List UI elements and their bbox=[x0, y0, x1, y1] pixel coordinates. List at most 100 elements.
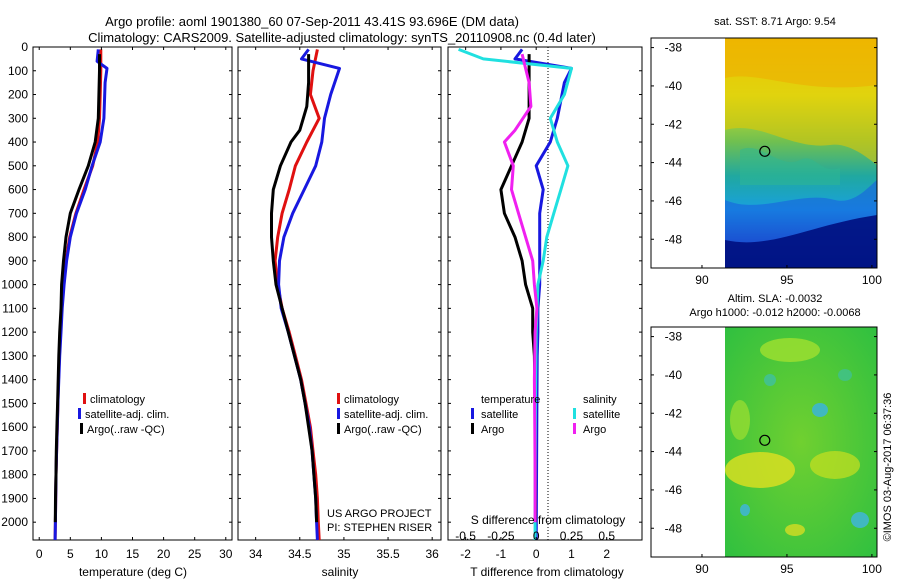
legend-t-satellite: satellite bbox=[481, 409, 518, 421]
salinity-x-label: salinity bbox=[322, 565, 359, 579]
depth-tick-label: 600 bbox=[8, 183, 28, 197]
x-tick-label: 2 bbox=[603, 547, 610, 561]
depth-tick-label: 800 bbox=[8, 230, 28, 244]
depth-tick-label: 300 bbox=[8, 111, 28, 125]
x-tick-label: 36 bbox=[425, 547, 439, 561]
depth-tick-labels: 0 100 200 300 400 500 600 700 800 900 1000 1100 1200… bbox=[1, 40, 642, 529]
copyright-stamp: ©IMOS 03-Aug-2017 06:37:36 bbox=[882, 393, 894, 542]
depth-tick-label: 1100 bbox=[2, 301, 28, 315]
legend-swatch-s-satellite bbox=[573, 408, 576, 419]
legend-swatch-satellite bbox=[78, 408, 81, 419]
lat-tick-label: -44 bbox=[665, 156, 683, 170]
series-line-salinity-argo bbox=[502, 53, 539, 523]
legend-swatch-climatology bbox=[83, 393, 86, 404]
lat-tick-label: -48 bbox=[665, 232, 683, 246]
legend-climatology: climatology bbox=[90, 394, 146, 406]
depth-tick-label: 1700 bbox=[1, 444, 28, 458]
depth-tick-label: 400 bbox=[8, 135, 28, 149]
legend-swatch-t-satellite bbox=[471, 408, 474, 419]
lat-tick-label: -44 bbox=[665, 445, 683, 459]
depth-tick-label: 1500 bbox=[1, 396, 28, 410]
lon-tick-label: 100 bbox=[862, 562, 882, 576]
legend-climatology: climatology bbox=[344, 394, 400, 406]
lat-tick-label: -46 bbox=[665, 483, 683, 497]
sla-map-title: Altim. SLA: -0.0032 bbox=[728, 293, 823, 305]
sla-map-lat-labels: -38 -40 -42 -44 -46 -48 bbox=[651, 330, 877, 535]
x-tick-label: 10 bbox=[95, 547, 109, 561]
s-difference-tick-label: 0 bbox=[533, 529, 540, 543]
legend-s-argo: Argo bbox=[583, 424, 606, 436]
x-tick-label: 0 bbox=[36, 547, 43, 561]
s-difference-x-tick-labels: -0.5 -0.25 0 0.25 0.5 bbox=[455, 529, 615, 543]
legend-t-argo: Argo bbox=[481, 424, 504, 436]
legend-salinity-heading: salinity bbox=[583, 394, 617, 406]
depth-tick-label: 100 bbox=[8, 64, 28, 78]
lat-tick-label: -40 bbox=[665, 79, 683, 93]
depth-tick-label: 200 bbox=[8, 88, 28, 102]
lat-tick-label: -38 bbox=[665, 330, 683, 344]
x-tick-label: 0 bbox=[533, 547, 540, 561]
lon-tick-label: 95 bbox=[780, 273, 794, 287]
difference-plot-frame bbox=[447, 46, 643, 541]
title-line-1: Argo profile: aoml 1901380_60 07-Sep-201… bbox=[105, 14, 519, 29]
depth-tick-label: 900 bbox=[8, 254, 28, 268]
sst-map-frame bbox=[650, 37, 878, 269]
sst-map-lon-labels: 90 95 100 bbox=[695, 265, 882, 287]
temperature-profiles bbox=[53, 49, 109, 541]
x-tick-label: 1 bbox=[568, 547, 575, 561]
legend-swatch-argo bbox=[80, 423, 83, 434]
lat-tick-label: -42 bbox=[665, 406, 683, 420]
salinity-legend: climatology satellite-adj. clim. Argo(..… bbox=[337, 393, 428, 436]
sst-map-image bbox=[725, 38, 877, 268]
x-tick-label: 34 bbox=[249, 547, 263, 561]
lon-tick-label: 90 bbox=[695, 273, 709, 287]
lat-tick-label: -42 bbox=[665, 117, 683, 131]
lat-tick-label: -40 bbox=[665, 368, 683, 382]
legend-swatch-satellite bbox=[337, 408, 340, 419]
temperature-x-tick-labels: 0 5 10 15 20 25 30 bbox=[36, 47, 233, 561]
sla-map-image bbox=[725, 327, 877, 557]
legend-argo: Argo(..raw -QC) bbox=[87, 424, 165, 436]
t-difference-x-label: T difference from climatology bbox=[470, 565, 624, 579]
project-pi: PI: STEPHEN RISER bbox=[327, 522, 432, 534]
salinity-profiles bbox=[270, 48, 341, 541]
x-tick-label: 30 bbox=[219, 547, 233, 561]
sst-map-title: sat. SST: 8.71 Argo: 9.54 bbox=[714, 16, 836, 28]
depth-tick-label: 1600 bbox=[1, 420, 28, 434]
x-tick-label: 34.5 bbox=[288, 547, 312, 561]
legend-swatch-climatology bbox=[337, 393, 340, 404]
t-difference-x-tick-labels: -2 -1 0 1 2 bbox=[460, 47, 610, 561]
legend-satellite: satellite-adj. clim. bbox=[85, 409, 169, 421]
lat-tick-label: -38 bbox=[665, 41, 683, 55]
lon-tick-label: 95 bbox=[780, 562, 794, 576]
series-line-temperature-satellite bbox=[513, 48, 573, 541]
depth-tick-label: 1800 bbox=[1, 468, 28, 482]
salinity-x-tick-labels: 34 34.5 35 35.5 36 bbox=[249, 47, 439, 561]
sla-map-subtitle: Argo h1000: -0.012 h2000: -0.0068 bbox=[689, 307, 860, 319]
s-difference-tick-label: 0.25 bbox=[560, 529, 584, 543]
depth-tick-label: 1400 bbox=[1, 373, 28, 387]
legend-swatch-t-argo bbox=[471, 423, 474, 434]
series-line-argo-raw-qc- bbox=[53, 54, 101, 523]
s-difference-tick-label: -0.5 bbox=[455, 529, 476, 543]
temperature-x-label: temperature (deg C) bbox=[79, 565, 187, 579]
difference-profiles bbox=[458, 47, 573, 541]
s-difference-tick-label: -0.25 bbox=[487, 529, 515, 543]
project-name: US ARGO PROJECT bbox=[327, 508, 432, 520]
depth-tick-label: 1900 bbox=[1, 491, 28, 505]
depth-tick-label: 700 bbox=[8, 206, 28, 220]
depth-tick-label: 2000 bbox=[1, 515, 28, 529]
x-tick-label: 20 bbox=[157, 547, 171, 561]
title-line-2: Climatology: CARS2009. Satellite-adjuste… bbox=[88, 30, 596, 45]
series-line-argo-raw-qc- bbox=[270, 54, 319, 523]
depth-tick-label: 0 bbox=[21, 40, 28, 54]
legend-swatch-s-argo bbox=[573, 423, 576, 434]
legend-swatch-argo bbox=[337, 423, 340, 434]
temperature-legend: climatology satellite-adj. clim. Argo(..… bbox=[78, 393, 169, 436]
x-tick-label: 35 bbox=[337, 547, 351, 561]
lon-tick-label: 90 bbox=[695, 562, 709, 576]
legend-argo: Argo(..raw -QC) bbox=[344, 424, 422, 436]
x-tick-label: -1 bbox=[496, 547, 507, 561]
legend-s-satellite: satellite bbox=[583, 409, 620, 421]
